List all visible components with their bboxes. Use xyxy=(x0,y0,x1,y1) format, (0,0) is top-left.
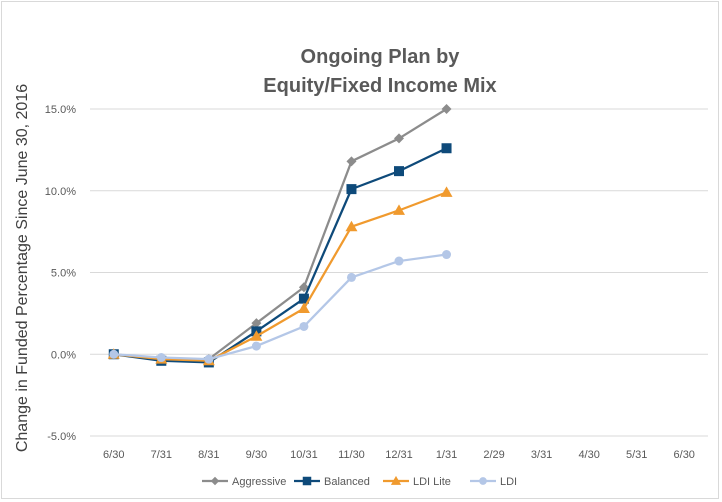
data-point-ldi xyxy=(251,341,261,351)
x-tick-label: 9/30 xyxy=(246,449,267,461)
x-tick-label: 12/31 xyxy=(385,449,413,461)
y-axis-title: Change in Funded Percentage Since June 3… xyxy=(14,84,31,452)
y-tick-label: 5.0% xyxy=(51,268,76,280)
legend-label: Balanced xyxy=(324,476,370,488)
data-point-aggressive xyxy=(298,282,309,293)
data-point-balanced xyxy=(394,166,404,177)
data-point-aggressive xyxy=(251,318,262,329)
y-tick-label: 10.0% xyxy=(45,186,76,198)
series-aggressive xyxy=(108,104,452,365)
data-point-balanced xyxy=(346,184,357,195)
y-tick-label: 15.0% xyxy=(45,104,76,116)
title-line: Ongoing Plan by xyxy=(301,46,461,68)
legend-marker xyxy=(479,477,487,485)
data-point-ldi xyxy=(204,354,214,364)
data-point-aggressive xyxy=(346,156,357,167)
x-tick-label: 1/31 xyxy=(436,449,457,461)
data-point-ldi xyxy=(299,321,309,331)
legend-item-balanced: Balanced xyxy=(294,476,370,488)
legend-label: LDI Lite xyxy=(413,476,451,488)
chart-title: Ongoing Plan by Equity/Fixed Income Mix xyxy=(263,46,496,97)
data-point-ldi xyxy=(109,349,119,359)
y-tick-label: 0.0% xyxy=(51,349,76,361)
x-tick-label: 5/31 xyxy=(626,449,647,461)
series-ldi xyxy=(109,250,452,364)
data-point-ldi-lite xyxy=(345,220,358,232)
series-line-ldi xyxy=(113,253,447,361)
series-line-ldi-lite xyxy=(113,191,447,362)
x-tick-label: 7/31 xyxy=(151,449,172,461)
data-point-ldi xyxy=(442,250,452,260)
legend-item-aggressive: Aggressive xyxy=(202,476,286,488)
legend-marker xyxy=(302,476,312,486)
series-line-balanced xyxy=(113,147,448,364)
y-tick-label: -5.0% xyxy=(47,431,76,443)
x-tick-label: 3/31 xyxy=(531,449,552,461)
series-balanced xyxy=(108,143,452,368)
legend-item-ldi: LDI xyxy=(470,476,517,488)
data-point-aggressive xyxy=(441,104,452,114)
legend-marker xyxy=(210,476,220,486)
x-tick-label: 6/30 xyxy=(103,449,124,461)
legend-label: Aggressive xyxy=(232,476,286,488)
legend-marker xyxy=(390,475,402,485)
y-tick-labels: 15.0% 10.0% 5.0% 0.0% -5.0% xyxy=(45,104,76,443)
gridlines xyxy=(90,108,708,437)
data-point-ldi-lite xyxy=(440,186,453,197)
data-point-ldi-lite xyxy=(250,330,263,341)
data-point-aggressive xyxy=(394,133,404,144)
data-point-ldi-lite xyxy=(393,204,405,215)
y-axis-label: Change in Funded Percentage Since June 3… xyxy=(14,84,31,452)
legend-label: LDI xyxy=(500,476,517,488)
x-tick-labels: 6/30 7/31 8/31 9/30 10/31 11/30 12/31 1/31 2/29 3… xyxy=(103,449,695,461)
x-tick-label: 8/31 xyxy=(198,449,219,461)
x-tick-label: 6/30 xyxy=(674,449,695,461)
legend-item-ldi-lite: LDI Lite xyxy=(383,475,451,488)
data-point-ldi xyxy=(346,272,356,282)
title-line: Equity/Fixed Income Mix xyxy=(263,75,496,97)
data-point-balanced xyxy=(441,143,452,154)
data-point-balanced xyxy=(298,293,309,304)
x-tick-label: 11/30 xyxy=(338,449,365,461)
data-point-ldi-lite xyxy=(297,302,310,313)
series xyxy=(107,104,453,368)
x-tick-label: 10/31 xyxy=(290,449,318,461)
data-point-ldi xyxy=(394,256,404,266)
legend: Aggressive Balanced LDI Lite LDI xyxy=(202,475,517,488)
x-tick-label: 2/29 xyxy=(483,449,504,461)
x-tick-label: 4/30 xyxy=(578,449,599,461)
data-point-ldi xyxy=(156,353,166,363)
series-ldi-lite xyxy=(107,186,453,366)
